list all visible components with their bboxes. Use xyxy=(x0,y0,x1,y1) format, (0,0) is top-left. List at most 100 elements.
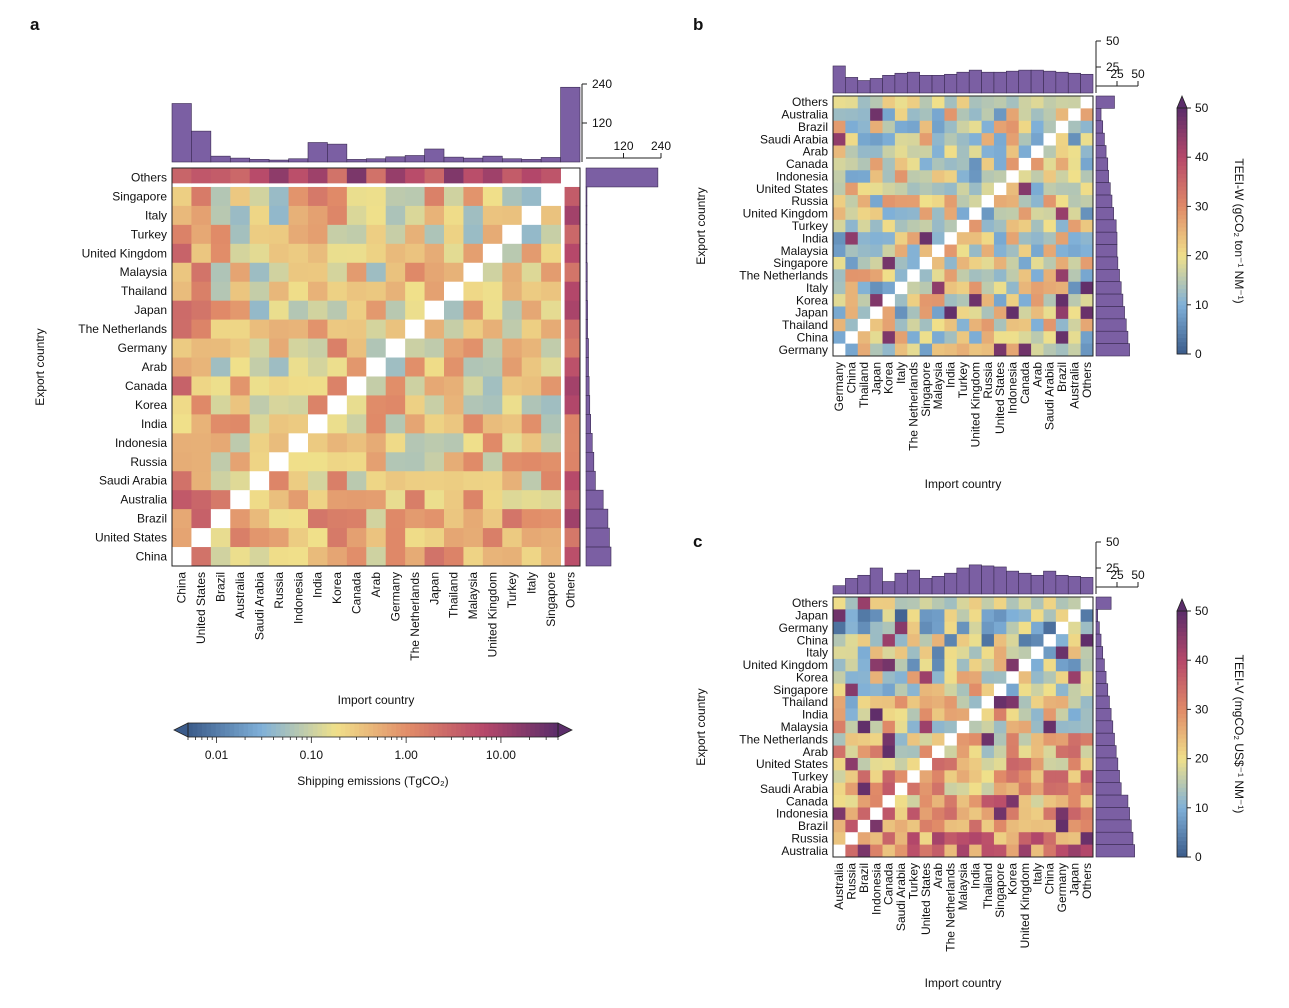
heatmap-cell xyxy=(944,331,958,345)
heatmap-cell xyxy=(981,108,995,122)
heatmap-cell xyxy=(424,528,445,548)
colorbar-segment xyxy=(1177,746,1187,751)
heatmap-cell xyxy=(894,795,908,808)
heatmap-cell xyxy=(191,547,212,567)
heatmap-cell xyxy=(932,219,945,233)
right-marginal-bar xyxy=(1095,95,1115,109)
heatmap-cell xyxy=(894,844,908,858)
colorbar-segment xyxy=(423,723,430,737)
heatmap-cell xyxy=(1018,795,1032,808)
heatmap-cell xyxy=(521,452,542,472)
top-marginal-bar xyxy=(171,103,192,163)
heatmap-cell xyxy=(366,471,387,491)
heatmap-cell xyxy=(1006,844,1020,858)
heatmap-cell xyxy=(919,795,933,808)
heatmap-cell xyxy=(1043,331,1057,345)
heatmap-cell xyxy=(1006,306,1020,320)
heatmap-cell xyxy=(346,452,367,472)
heatmap-cell xyxy=(932,757,945,771)
heatmap-cell xyxy=(1018,683,1032,697)
colorbar-segment xyxy=(192,723,198,737)
heatmap-cell xyxy=(346,509,367,529)
heatmap-cell xyxy=(385,338,406,358)
heatmap-cell xyxy=(857,219,871,233)
right-marginal-bar xyxy=(1095,207,1114,221)
colorbar-segment xyxy=(1177,639,1187,645)
heatmap-cell xyxy=(1068,182,1082,196)
heatmap-cell xyxy=(870,671,883,685)
colorbar-segment xyxy=(1177,770,1187,776)
heatmap-cell xyxy=(288,205,309,226)
heatmap-cell xyxy=(907,281,921,295)
heatmap-cell xyxy=(944,646,958,660)
heatmap-cell xyxy=(308,168,328,184)
heatmap-cell xyxy=(956,331,970,345)
heatmap-cell xyxy=(366,376,387,396)
heatmap-cell xyxy=(993,609,1007,623)
heatmap-cell xyxy=(857,108,871,122)
heatmap-cell xyxy=(969,609,982,623)
heatmap-cell xyxy=(1068,318,1082,332)
heatmap-cell xyxy=(327,281,348,302)
colorbar-segment xyxy=(1177,779,1187,784)
heatmap-cell xyxy=(882,108,896,122)
heatmap-cell xyxy=(249,490,270,510)
heatmap-cell xyxy=(894,133,908,146)
heatmap-cell xyxy=(1043,819,1057,833)
colorbar-segment xyxy=(1177,721,1187,727)
heatmap-cell xyxy=(1006,658,1020,672)
heatmap-cell xyxy=(502,395,523,415)
heatmap-cell xyxy=(1055,844,1069,858)
heatmap-cell xyxy=(1018,96,1032,109)
heatmap-cell xyxy=(1018,108,1032,122)
heatmap-cell xyxy=(288,357,309,377)
heatmap-cell xyxy=(424,414,445,434)
heatmap-cell xyxy=(993,96,1007,109)
row-label: Indonesia xyxy=(776,807,828,821)
heatmap-cell xyxy=(993,671,1007,685)
heatmap-cell xyxy=(1068,745,1082,759)
heatmap-cell xyxy=(172,452,192,472)
heatmap-cell xyxy=(249,319,270,339)
colorbar-segment xyxy=(1177,729,1187,735)
heatmap-cell xyxy=(366,224,387,245)
colorbar-segment xyxy=(1177,304,1187,310)
colorbar-segment xyxy=(1177,222,1187,228)
heatmap-cell xyxy=(249,300,270,321)
heatmap-cell xyxy=(944,832,958,846)
heatmap-cell xyxy=(1006,244,1020,258)
colorbar-segment xyxy=(447,723,453,737)
heatmap-cell xyxy=(1080,770,1094,784)
heatmap-cell xyxy=(993,207,1007,221)
heatmap-cell xyxy=(1018,281,1032,295)
colorbar-segment xyxy=(1177,803,1187,809)
heatmap-cell xyxy=(845,646,859,660)
column-label: Saudi Arabia xyxy=(252,572,266,640)
heatmap-cell xyxy=(210,168,231,184)
heatmap-cell xyxy=(993,281,1007,295)
colorbar-segment xyxy=(1177,615,1187,620)
colorbar-segment xyxy=(1177,296,1187,302)
heatmap-cell xyxy=(969,671,982,685)
heatmap-cell xyxy=(463,300,484,321)
heatmap-cell xyxy=(210,205,231,226)
top-marginal-bar xyxy=(882,75,896,94)
heatmap-cell xyxy=(1080,696,1094,709)
top-marginal-bar xyxy=(845,578,859,595)
heatmap-cell xyxy=(956,256,970,270)
heatmap-cell xyxy=(919,819,933,833)
heatmap-cell xyxy=(502,300,523,321)
heatmap-cell xyxy=(405,186,425,207)
heatmap-cell xyxy=(932,145,945,159)
heatmap-cell xyxy=(870,219,883,233)
heatmap-cell xyxy=(969,832,982,846)
heatmap-cell xyxy=(1080,269,1094,283)
heatmap-cell xyxy=(482,224,503,245)
heatmap-cell xyxy=(969,294,982,307)
colorbar-segment xyxy=(1177,660,1187,665)
heatmap-cell xyxy=(521,395,542,415)
heatmap-cell xyxy=(907,256,921,270)
column-label: China xyxy=(1043,863,1057,895)
heatmap-cell xyxy=(981,207,995,221)
colorbar-segment xyxy=(1177,672,1187,678)
